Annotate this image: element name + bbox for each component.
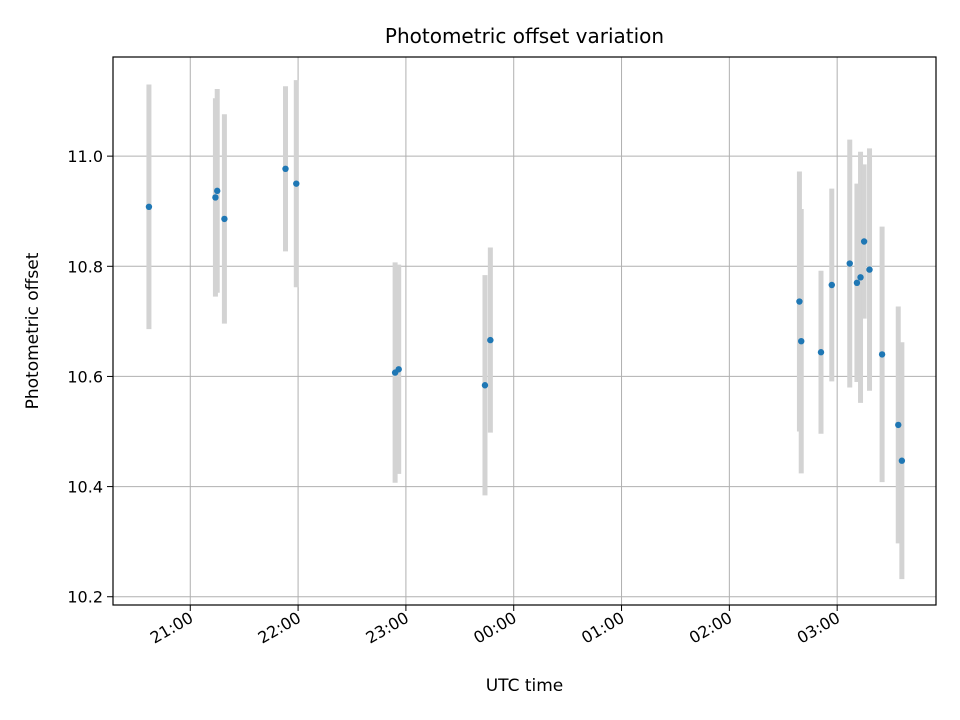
data-point [796, 298, 803, 305]
data-point [282, 165, 289, 173]
data-point [212, 194, 219, 201]
y-axis-label: Photometric offset [23, 252, 43, 409]
data-point [221, 215, 228, 223]
data-point [853, 279, 861, 287]
y-tick-label: 10.6 [67, 367, 103, 386]
data-point [817, 349, 825, 356]
error-bars [146, 80, 905, 580]
grid [113, 57, 936, 605]
data-point [895, 421, 902, 429]
data-point [857, 274, 864, 281]
x-tick-label: 02:00 [686, 608, 735, 648]
data-point [214, 187, 221, 195]
data-point [145, 203, 153, 211]
data-point [487, 336, 494, 344]
data-point [293, 180, 300, 187]
y-tick-label: 10.2 [67, 588, 103, 607]
data-point [828, 281, 835, 289]
y-tick-label: 10.8 [67, 257, 103, 276]
y-tick-label: 11.0 [67, 147, 103, 166]
x-tick-label: 23:00 [362, 608, 411, 648]
y-tick-label: 10.4 [67, 478, 103, 497]
data-point [860, 238, 868, 245]
chart-title: Photometric offset variation [385, 24, 664, 48]
plot-frame [112, 56, 937, 606]
x-axis-label: UTC time [486, 676, 564, 696]
x-tick-label: 21:00 [147, 608, 196, 648]
x-tick-label: 22:00 [255, 608, 304, 648]
data-point [866, 266, 873, 273]
y-axis-ticks: 10.2 10.4 10.6 10.8 11.0 [67, 147, 113, 607]
data-point [395, 366, 402, 373]
x-tick-label: 00:00 [470, 608, 519, 648]
data-point [846, 260, 853, 267]
data-point [798, 337, 805, 345]
x-tick-label: 03:00 [794, 608, 843, 648]
x-tick-label: 01:00 [578, 608, 627, 648]
x-axis-ticks: 21:00 22:00 23:00 00:00 01:00 02:00 03:00 [147, 605, 843, 648]
data-point [878, 351, 886, 358]
data-point [898, 457, 906, 464]
data-points [145, 165, 906, 464]
data-point [481, 382, 489, 389]
